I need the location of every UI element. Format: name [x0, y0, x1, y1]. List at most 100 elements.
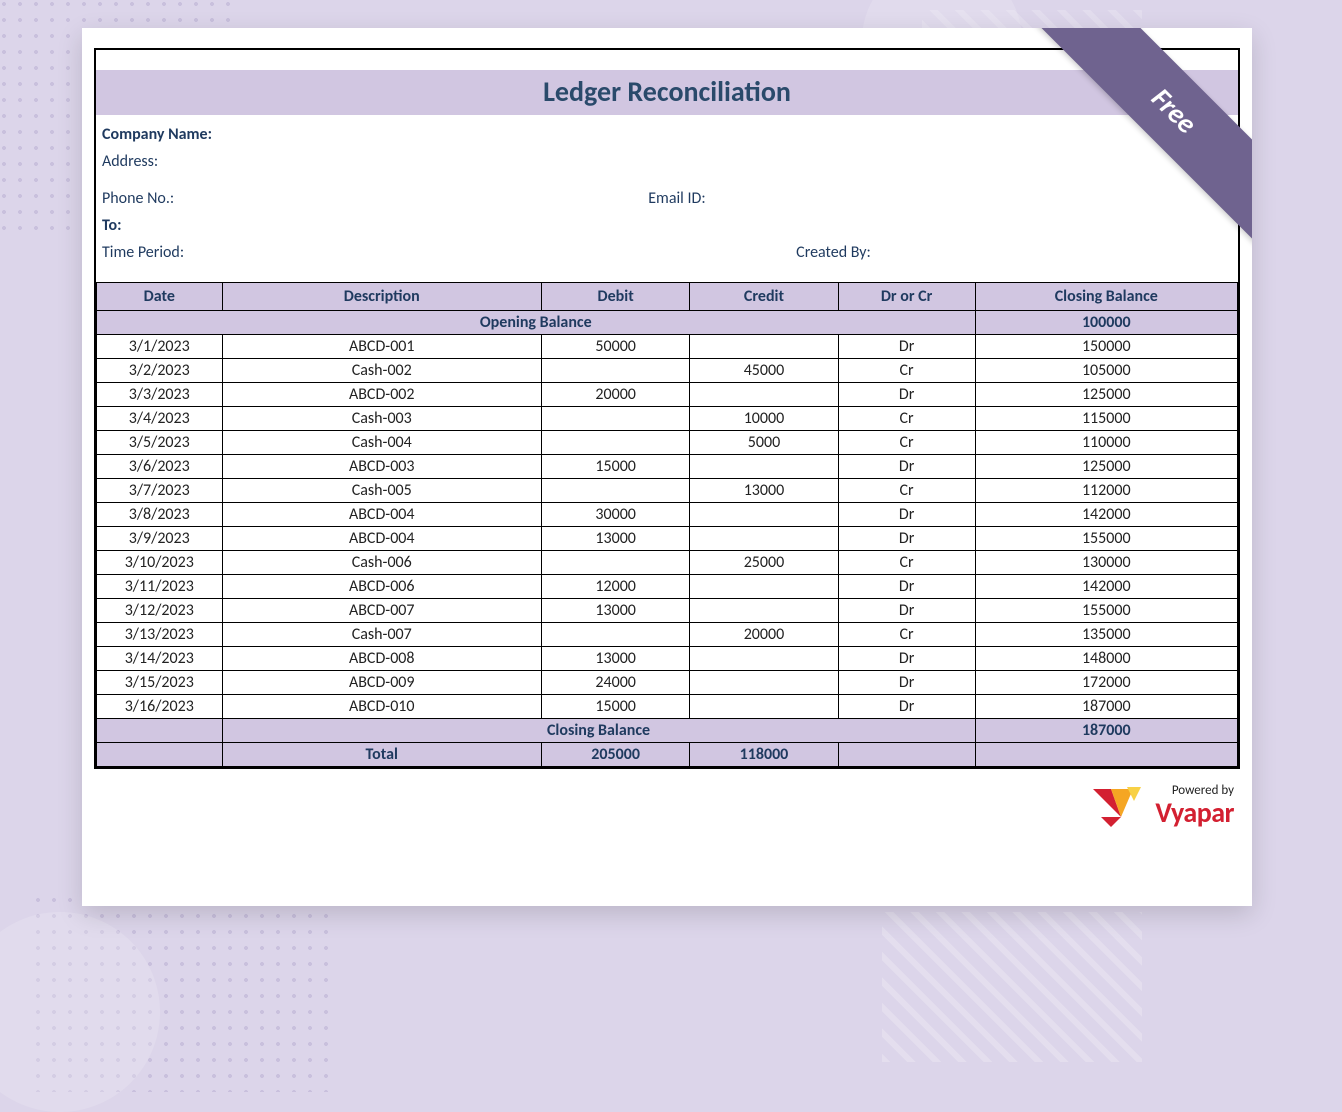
company-name-label: Company Name: [98, 123, 216, 146]
cell-empty [975, 743, 1237, 767]
cell-closing: 150000 [975, 335, 1237, 359]
cell-debit: 13000 [541, 527, 689, 551]
cell-debit [541, 479, 689, 503]
cell-description: ABCD-004 [222, 527, 541, 551]
table-row: 3/15/2023ABCD-00924000Dr172000 [97, 671, 1238, 695]
cell-date: 3/11/2023 [97, 575, 223, 599]
col-header-credit: Credit [690, 283, 838, 311]
table-row: 3/7/2023Cash-00513000Cr112000 [97, 479, 1238, 503]
time-period-label: Time Period: [98, 241, 792, 264]
cell-drcr: Cr [838, 623, 975, 647]
cell-drcr: Cr [838, 431, 975, 455]
col-header-debit: Debit [541, 283, 689, 311]
cell-date: 3/14/2023 [97, 647, 223, 671]
cell-drcr: Cr [838, 551, 975, 575]
cell-closing: 130000 [975, 551, 1237, 575]
header-fields: Company Name: Address: Phone No.: Email … [96, 115, 1238, 282]
cell-drcr: Dr [838, 455, 975, 479]
cell-description: ABCD-009 [222, 671, 541, 695]
cell-date: 3/8/2023 [97, 503, 223, 527]
cell-date: 3/15/2023 [97, 671, 223, 695]
vyapar-logo: Powered by Vyapar [1093, 783, 1234, 827]
cell-empty [97, 743, 223, 767]
cell-description: ABCD-007 [222, 599, 541, 623]
cell-closing: 155000 [975, 527, 1237, 551]
cell-drcr: Dr [838, 647, 975, 671]
cell-date: 3/9/2023 [97, 527, 223, 551]
cell-credit: 13000 [690, 479, 838, 503]
cell-description: Cash-002 [222, 359, 541, 383]
table-row: 3/6/2023ABCD-00315000Dr125000 [97, 455, 1238, 479]
cell-drcr: Cr [838, 479, 975, 503]
cell-debit [541, 623, 689, 647]
cell-debit: 15000 [541, 695, 689, 719]
cell-description: Cash-004 [222, 431, 541, 455]
cell-closing: 142000 [975, 575, 1237, 599]
cell-credit: 25000 [690, 551, 838, 575]
cell-closing: 172000 [975, 671, 1237, 695]
cell-credit [690, 335, 838, 359]
total-row: Total205000118000 [97, 743, 1238, 767]
document-title: Ledger Reconciliation [543, 74, 791, 109]
cell-description: Cash-007 [222, 623, 541, 647]
cell-closing: 125000 [975, 455, 1237, 479]
cell-credit [690, 503, 838, 527]
to-label: To: [98, 214, 126, 237]
cell-credit: 5000 [690, 431, 838, 455]
cell-description: Cash-006 [222, 551, 541, 575]
footer: Powered by Vyapar [82, 783, 1234, 827]
cell-closing: 112000 [975, 479, 1237, 503]
cell-drcr: Dr [838, 599, 975, 623]
cell-date: 3/10/2023 [97, 551, 223, 575]
cell-debit [541, 431, 689, 455]
closing-balance-value: 187000 [975, 719, 1237, 743]
cell-empty [97, 719, 223, 743]
cell-description: ABCD-004 [222, 503, 541, 527]
col-header-description: Description [222, 283, 541, 311]
cell-drcr: Cr [838, 407, 975, 431]
cell-credit [690, 383, 838, 407]
cell-debit: 20000 [541, 383, 689, 407]
cell-closing: 187000 [975, 695, 1237, 719]
cell-description: Cash-003 [222, 407, 541, 431]
cell-description: ABCD-010 [222, 695, 541, 719]
table-row: 3/9/2023ABCD-00413000Dr155000 [97, 527, 1238, 551]
cell-closing: 125000 [975, 383, 1237, 407]
table-row: 3/8/2023ABCD-00430000Dr142000 [97, 503, 1238, 527]
col-header-drcr: Dr or Cr [838, 283, 975, 311]
closing-balance-label: Closing Balance [222, 719, 975, 743]
bg-decoration [0, 912, 160, 1112]
table-row: 3/5/2023Cash-0045000Cr110000 [97, 431, 1238, 455]
opening-balance-row: Opening Balance100000 [97, 311, 1238, 335]
table-row: 3/2/2023Cash-00245000Cr105000 [97, 359, 1238, 383]
cell-credit [690, 695, 838, 719]
cell-debit: 12000 [541, 575, 689, 599]
cell-drcr: Dr [838, 335, 975, 359]
document-card: Free Ledger Reconciliation Company Name:… [82, 28, 1252, 906]
cell-credit [690, 527, 838, 551]
cell-date: 3/3/2023 [97, 383, 223, 407]
cell-debit [541, 359, 689, 383]
phone-label: Phone No.: [98, 187, 644, 210]
cell-date: 3/4/2023 [97, 407, 223, 431]
col-header-closing: Closing Balance [975, 283, 1237, 311]
cell-closing: 115000 [975, 407, 1237, 431]
bg-decoration [30, 892, 330, 1092]
vyapar-logo-icon [1093, 783, 1149, 827]
cell-debit: 13000 [541, 647, 689, 671]
opening-balance-label: Opening Balance [97, 311, 976, 335]
cell-credit [690, 671, 838, 695]
total-label: Total [222, 743, 541, 767]
cell-drcr: Dr [838, 671, 975, 695]
cell-description: ABCD-006 [222, 575, 541, 599]
email-label: Email ID: [644, 187, 709, 210]
cell-credit [690, 647, 838, 671]
cell-date: 3/12/2023 [97, 599, 223, 623]
col-header-date: Date [97, 283, 223, 311]
cell-date: 3/7/2023 [97, 479, 223, 503]
cell-date: 3/6/2023 [97, 455, 223, 479]
cell-date: 3/16/2023 [97, 695, 223, 719]
cell-empty [838, 743, 975, 767]
document-border: Ledger Reconciliation Company Name: Addr… [94, 48, 1240, 769]
table-header-row: DateDescriptionDebitCreditDr or CrClosin… [97, 283, 1238, 311]
